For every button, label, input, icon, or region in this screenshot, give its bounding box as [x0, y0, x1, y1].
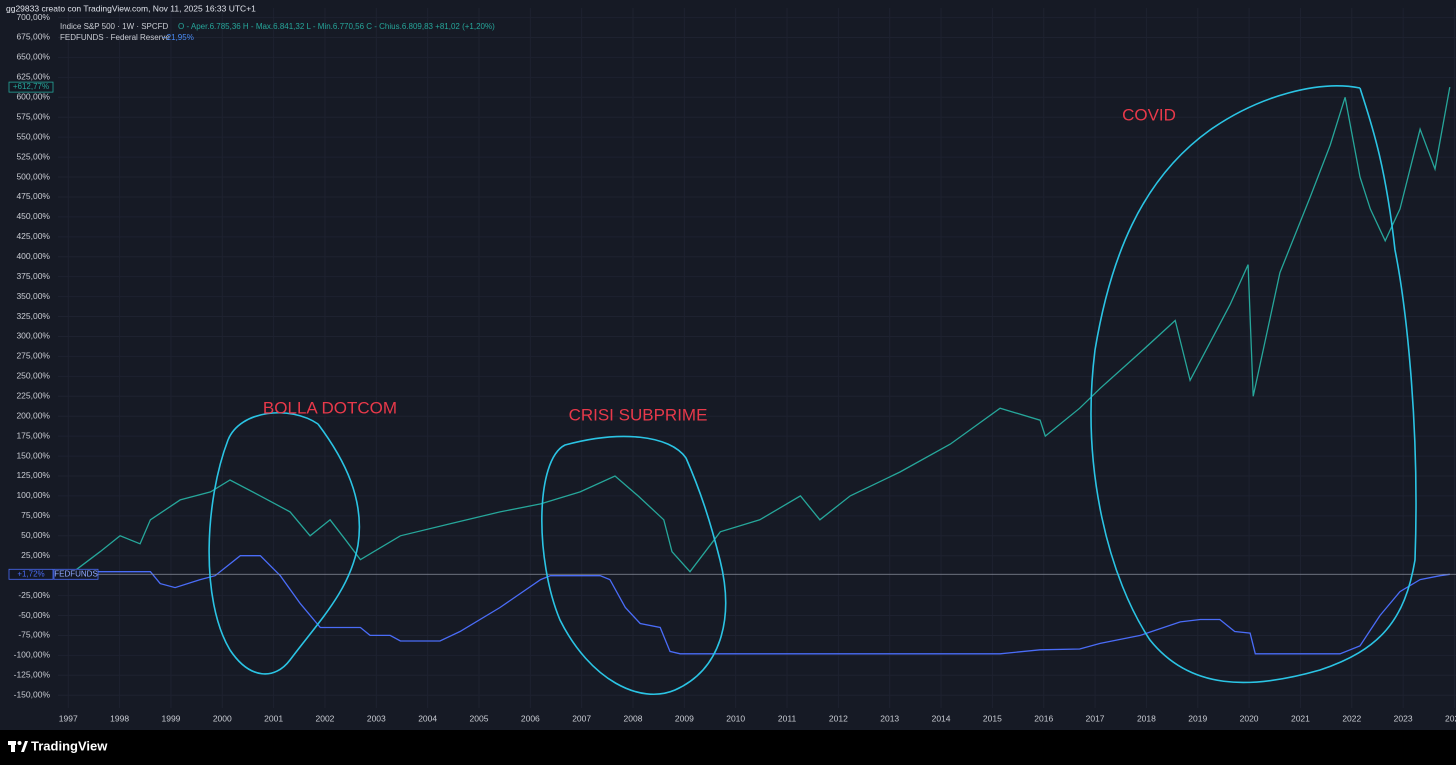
y-tick-label: -75,00% — [18, 630, 50, 640]
x-tick-label: 2012 — [829, 713, 848, 723]
y-tick-label: 175,00% — [16, 430, 50, 440]
annotation-circles — [208, 85, 1417, 695]
y-tick-label: 525,00% — [16, 151, 50, 161]
y-tick-label: 650,00% — [16, 52, 50, 62]
x-tick-label: 2013 — [880, 713, 899, 723]
legend-values: −21,95% — [162, 33, 194, 42]
annotation-circle — [541, 435, 727, 695]
y-tick-label: 475,00% — [16, 191, 50, 201]
y-tick-label: 200,00% — [16, 410, 50, 420]
x-tick-label: 2010 — [726, 713, 745, 723]
annotation-circle — [1090, 85, 1417, 684]
y-tick-label: -100,00% — [14, 650, 51, 660]
y-tick-label: 275,00% — [16, 351, 50, 361]
footer — [0, 730, 1456, 765]
y-tick-label: 325,00% — [16, 311, 50, 321]
legend-name: FEDFUNDS · Federal Reserve — [60, 33, 170, 42]
x-tick-label: 2022 — [1342, 713, 1361, 723]
y-tick-label: 25,00% — [21, 550, 50, 560]
brand: TradingView — [31, 738, 108, 753]
x-tick-label: 2003 — [367, 713, 386, 723]
x-tick-label: 2000 — [213, 713, 232, 723]
x-tick-label: 2004 — [418, 713, 437, 723]
y-tick-label: 675,00% — [16, 32, 50, 42]
annotation: BOLLA DOTCOM — [263, 398, 397, 417]
logo-part — [11, 741, 15, 752]
annotation: COVID — [1122, 105, 1176, 124]
y-tick-label: 250,00% — [16, 371, 50, 381]
last-value-badge: +1,72% FEDFUNDS — [8, 568, 99, 580]
x-tick-label: 2006 — [521, 713, 540, 723]
x-tick-label: 2014 — [932, 713, 951, 723]
grid — [58, 8, 1456, 708]
y-tick-label: 500,00% — [16, 171, 50, 181]
badge-box — [53, 568, 99, 580]
x-tick-label: 2001 — [264, 713, 283, 723]
x-tick-label: 2007 — [572, 713, 591, 723]
brand-logo — [8, 741, 28, 752]
logo-part — [21, 741, 28, 752]
x-tick-label: 2024 — [1445, 713, 1456, 723]
y-tick-label: 425,00% — [16, 231, 50, 241]
y-tick-label: 400,00% — [16, 251, 50, 261]
x-tick-label: 1998 — [110, 713, 129, 723]
x-tick-label: 2008 — [624, 713, 643, 723]
x-tick-label: 2018 — [1137, 713, 1156, 723]
badge-label: FEDFUNDS — [54, 569, 98, 578]
y-tick-label: 700,00% — [16, 12, 50, 22]
x-tick-label: 2016 — [1034, 713, 1053, 723]
x-tick-label: 2019 — [1188, 713, 1207, 723]
x-tick-label: 2020 — [1240, 713, 1259, 723]
y-tick-label: 600,00% — [16, 92, 50, 102]
x-tick-label: 2002 — [316, 713, 335, 723]
y-tick-label: -50,00% — [18, 610, 50, 620]
marks — [58, 86, 1456, 655]
x-tick-label: 2015 — [983, 713, 1002, 723]
x-tick-label: 2017 — [1086, 713, 1105, 723]
y-tick-label: 150,00% — [16, 450, 50, 460]
x-tick-label: 2005 — [470, 713, 489, 723]
y-tick-label: 450,00% — [16, 211, 50, 221]
y-tick-label: 550,00% — [16, 131, 50, 141]
x-tick-label: 2011 — [778, 713, 797, 723]
y-tick-label: -150,00% — [14, 689, 51, 699]
y-tick-label: 350,00% — [16, 291, 50, 301]
attribution: gg29833 creato con TradingView.com, Nov … — [6, 3, 256, 13]
x-tick-label: 2023 — [1394, 713, 1413, 723]
chart-background — [0, 0, 1456, 730]
y-tick-label: 625,00% — [16, 72, 50, 82]
series-line — [62, 555, 1450, 655]
y-tick-label: -25,00% — [18, 590, 50, 600]
legend-values: O - Aper.6.785,36 H - Max.6.841,32 L - M… — [178, 22, 495, 31]
legend-name: Indice S&P 500 · 1W · SPCFD — [60, 22, 169, 31]
y-tick-label: 50,00% — [21, 530, 50, 540]
x-tick-label: 1999 — [161, 713, 180, 723]
x-tick-label: 1997 — [59, 713, 78, 723]
y-tick-label: 575,00% — [16, 111, 50, 121]
badge-label: +612,77% — [13, 82, 49, 91]
badge-box — [8, 81, 54, 93]
y-tick-label: 75,00% — [21, 510, 50, 520]
series-line — [62, 86, 1451, 577]
logo-part — [17, 741, 22, 745]
x-tick-label: 2021 — [1291, 713, 1310, 723]
y-tick-label: 225,00% — [16, 391, 50, 401]
y-tick-label: 375,00% — [16, 271, 50, 281]
y-tick-label: 100,00% — [16, 490, 50, 500]
y-tick-label: -125,00% — [14, 670, 51, 680]
annotation: CRISI SUBPRIME — [569, 405, 708, 424]
y-tick-label: 300,00% — [16, 331, 50, 341]
x-tick-label: 2009 — [675, 713, 694, 723]
annotation-circle — [208, 412, 361, 675]
last-value-badge: +612,77% — [8, 81, 54, 93]
badge-label: +1,72% — [17, 569, 44, 578]
badge-box — [8, 568, 54, 580]
y-tick-label: 125,00% — [16, 470, 50, 480]
